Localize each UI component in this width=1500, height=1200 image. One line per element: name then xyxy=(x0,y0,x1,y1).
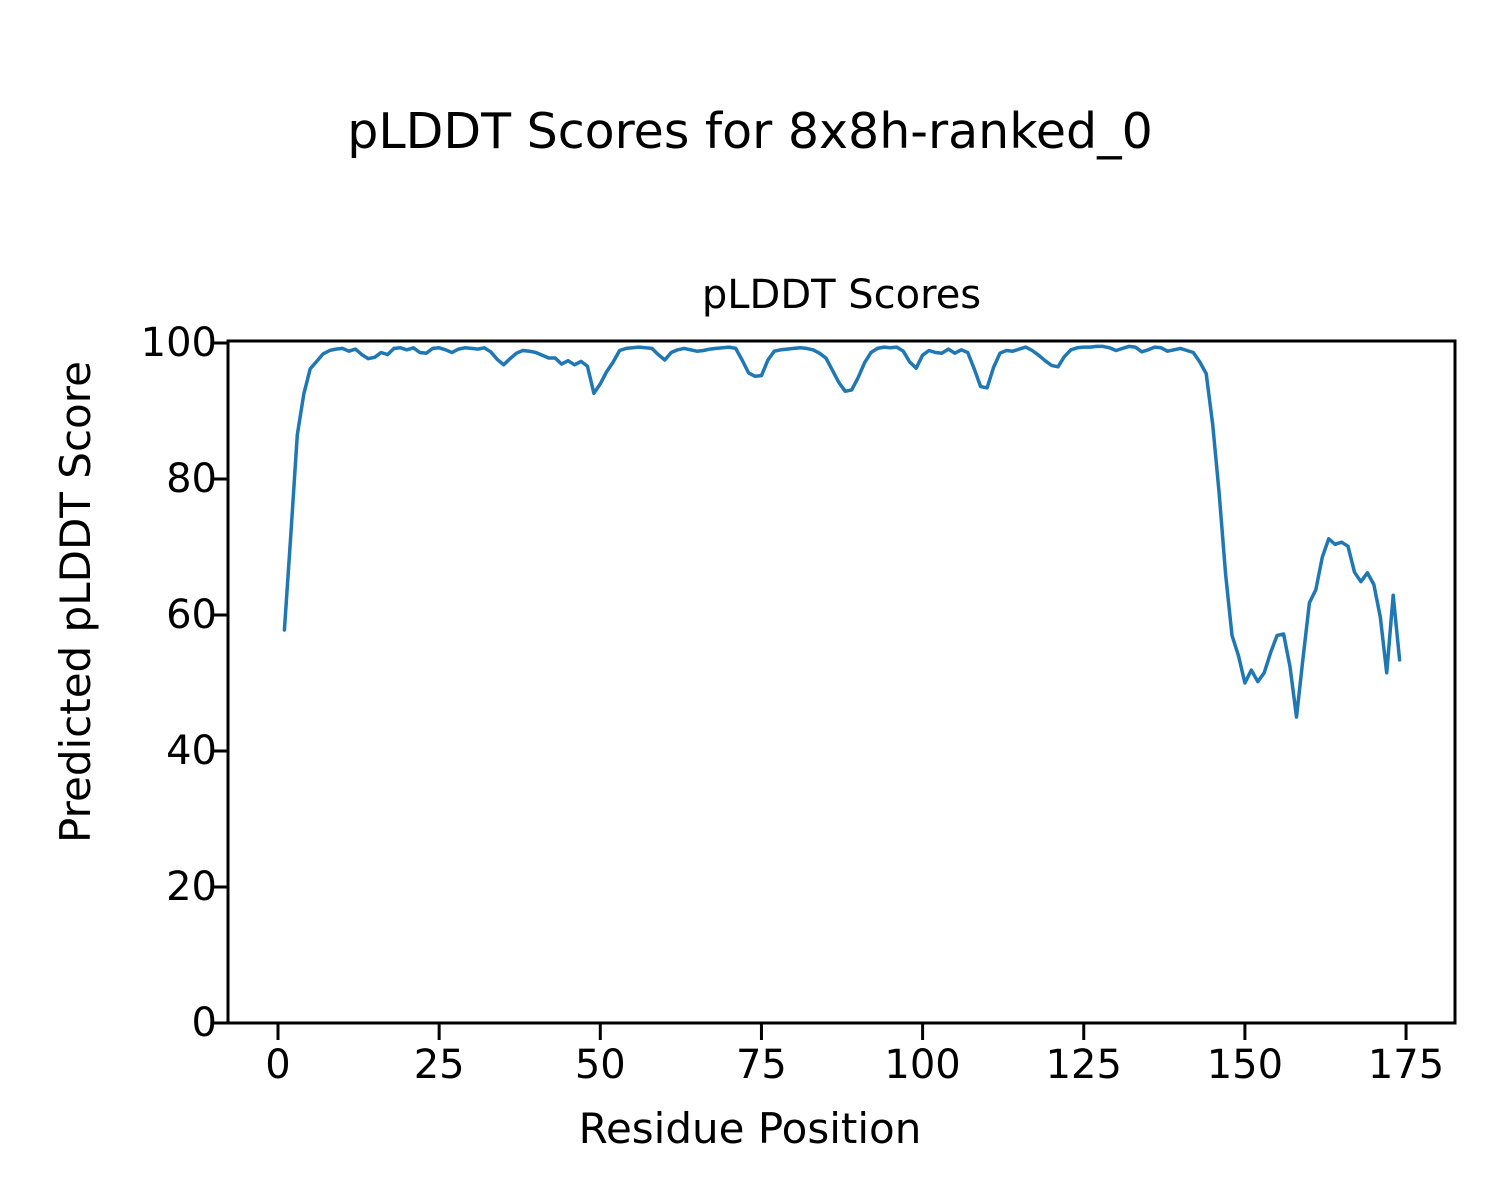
x-axis-label: Residue Position xyxy=(578,1104,922,1153)
y-tick-label: 20 xyxy=(166,864,217,910)
axes-spines xyxy=(226,339,1457,1025)
y-tick-label: 100 xyxy=(140,320,217,366)
x-tick-label: 175 xyxy=(1367,1042,1445,1088)
x-tick-label: 50 xyxy=(574,1042,626,1088)
axes-title: pLDDT Scores xyxy=(701,272,982,318)
x-tick-label: 25 xyxy=(413,1042,465,1088)
x-tick-label: 0 xyxy=(265,1042,291,1088)
x-tick-label: 150 xyxy=(1206,1042,1284,1088)
plddt-line xyxy=(282,344,1402,719)
x-tick-label: 125 xyxy=(1045,1042,1122,1088)
figure-title: pLDDT Scores for 8x8h-ranked_0 xyxy=(347,103,1153,160)
y-tick-label: 80 xyxy=(166,456,217,502)
y-tick-label: 0 xyxy=(191,1000,217,1046)
x-tick-label: 100 xyxy=(884,1042,961,1088)
tick-marks xyxy=(211,341,1408,1040)
y-tick-label: 60 xyxy=(166,592,217,638)
y-tick-label: 40 xyxy=(166,728,217,774)
x-tick-label: 75 xyxy=(735,1042,787,1088)
